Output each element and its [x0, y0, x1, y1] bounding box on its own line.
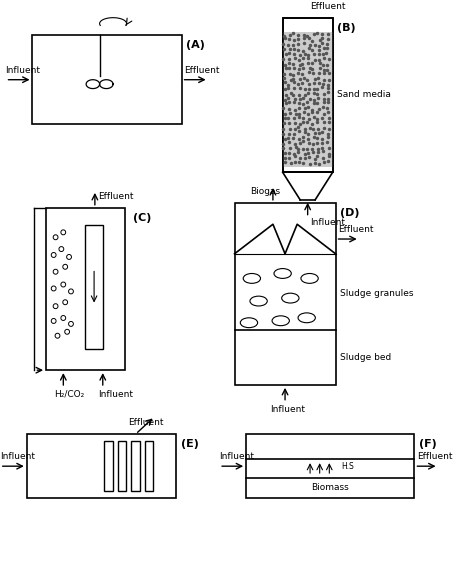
- Bar: [118, 441, 127, 491]
- Bar: [104, 441, 113, 491]
- Bar: [85, 225, 103, 348]
- Text: H₂/CO₂: H₂/CO₂: [54, 390, 84, 399]
- Text: Effluent: Effluent: [184, 66, 220, 75]
- Bar: [283, 17, 333, 172]
- Text: Influent: Influent: [0, 452, 35, 461]
- Bar: [46, 208, 125, 370]
- Text: Influent: Influent: [310, 217, 346, 226]
- Bar: [27, 434, 176, 498]
- Bar: [235, 203, 336, 385]
- Text: Influent: Influent: [219, 452, 254, 461]
- Text: Sludge bed: Sludge bed: [340, 353, 392, 362]
- Text: (C): (C): [133, 213, 151, 222]
- Text: Biogas: Biogas: [250, 187, 280, 196]
- Text: Sludge granules: Sludge granules: [340, 289, 414, 298]
- Bar: [283, 17, 333, 172]
- Text: Effluent: Effluent: [417, 452, 453, 461]
- Text: Sand media: Sand media: [337, 91, 392, 100]
- Text: Effluent: Effluent: [128, 418, 164, 427]
- Text: Influent: Influent: [6, 66, 41, 75]
- Bar: [283, 33, 333, 167]
- Text: Effluent: Effluent: [338, 225, 374, 234]
- Text: (A): (A): [186, 41, 205, 50]
- Text: Effluent: Effluent: [310, 2, 346, 11]
- Text: (B): (B): [337, 23, 356, 33]
- Text: Effluent: Effluent: [98, 192, 133, 201]
- Bar: [145, 441, 153, 491]
- Text: Biomass: Biomass: [311, 484, 349, 493]
- Bar: [246, 434, 414, 498]
- Text: H.S: H.S: [341, 462, 354, 471]
- Bar: [131, 441, 140, 491]
- Text: (E): (E): [181, 439, 199, 449]
- Text: Influent: Influent: [271, 405, 306, 414]
- Text: (D): (D): [340, 208, 360, 218]
- Text: (F): (F): [419, 439, 437, 449]
- Text: Influent: Influent: [98, 390, 133, 399]
- Bar: [33, 35, 182, 124]
